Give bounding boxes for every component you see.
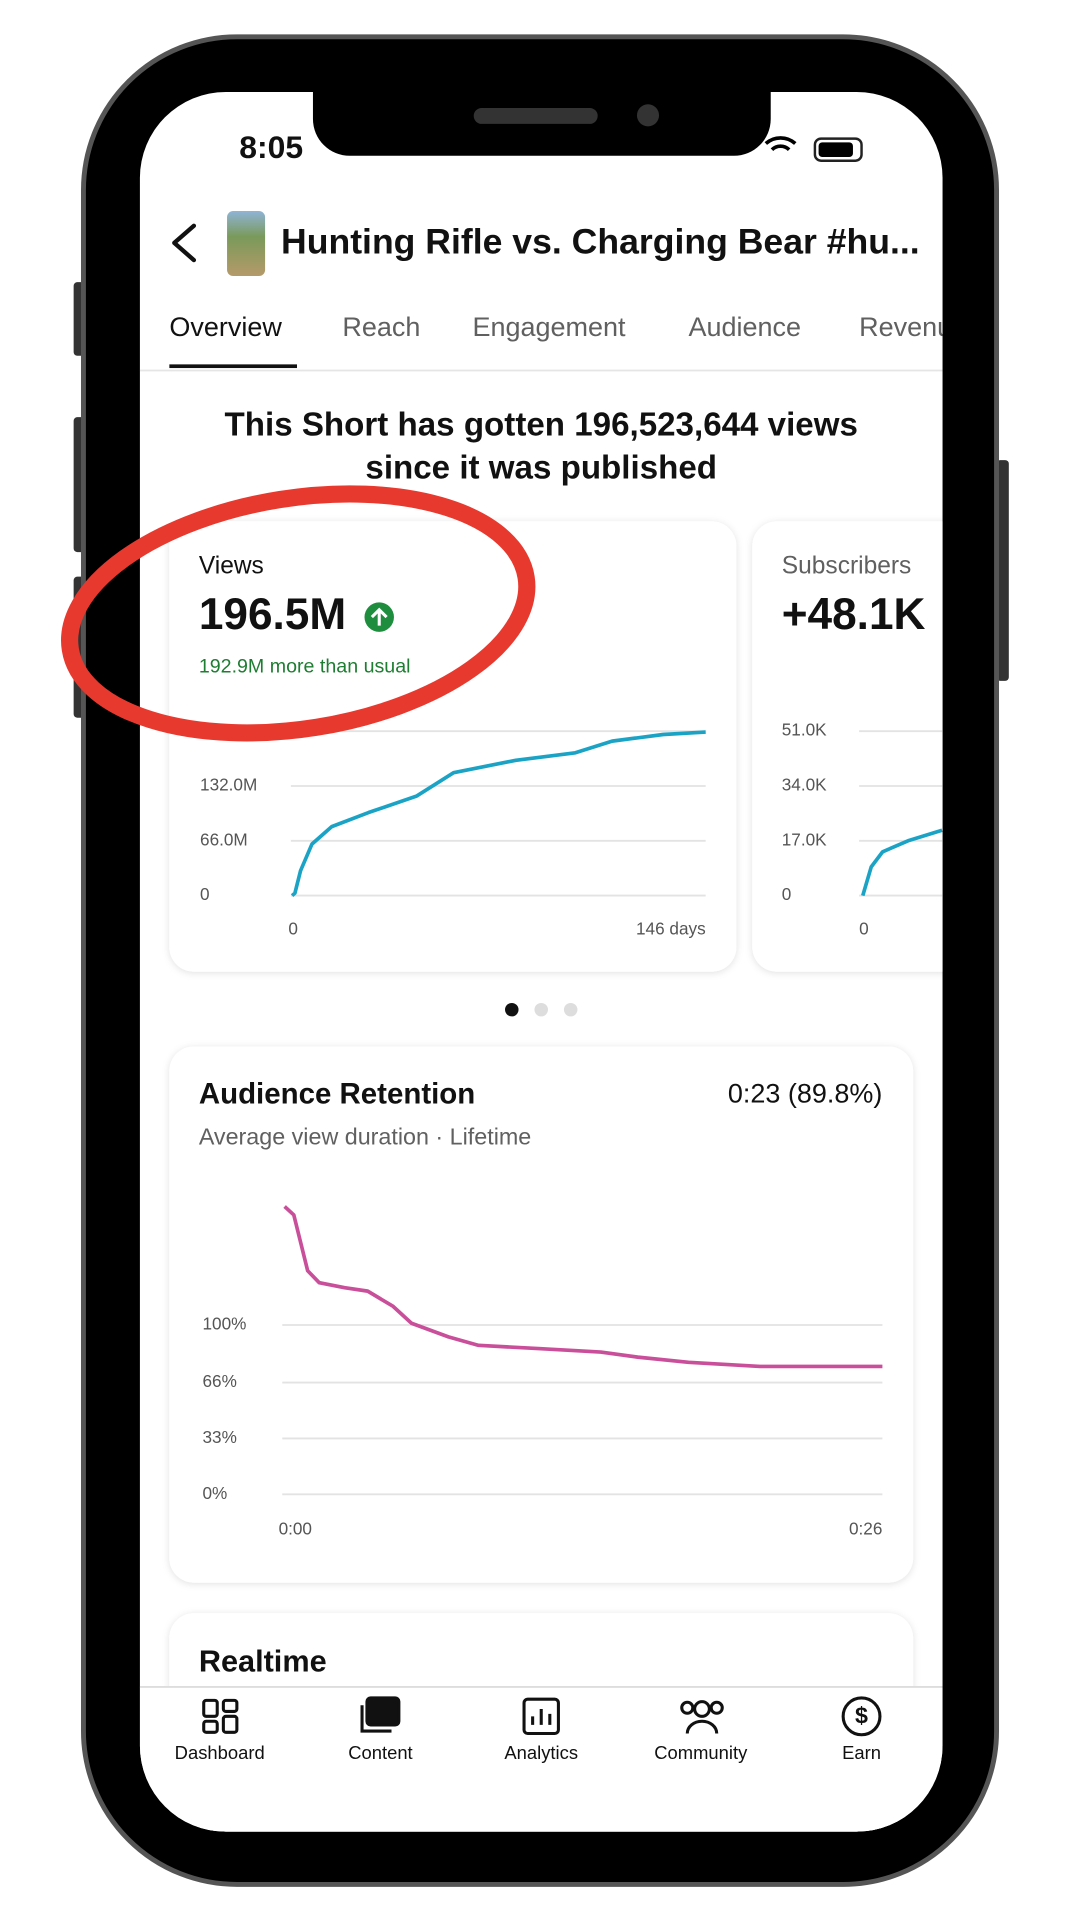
up-arrow <box>370 607 388 626</box>
card-value: 196.5M <box>199 590 346 639</box>
y-tick-label: 66.0M <box>200 829 248 849</box>
screen-content: 8:05 Hunting Rifle vs. Charging Bear #hu… <box>139 129 1080 1832</box>
nav-label[interactable]: Community <box>654 1742 748 1763</box>
retention-chart: 0% 33% 66% 100% 0:00 0:26 <box>203 1205 883 1538</box>
card-title: Realtime <box>199 1645 327 1679</box>
retention-card[interactable] <box>169 1046 914 1583</box>
y-tick-label: 17.0K <box>782 829 827 849</box>
tab[interactable]: Overview <box>169 312 282 342</box>
data-line <box>283 1205 883 1369</box>
thumbnail <box>227 211 266 277</box>
earn-symbol: $ <box>855 1703 868 1729</box>
icon <box>365 1696 401 1727</box>
data-line <box>861 828 943 897</box>
icon <box>531 1708 552 1725</box>
y-tick-label: 33% <box>203 1427 237 1447</box>
red-circle-annotation <box>61 485 536 742</box>
battery-level <box>818 142 853 158</box>
nav-label[interactable]: Content <box>348 1742 412 1763</box>
nav-icons <box>202 1696 882 1737</box>
y-tick-label: 66% <box>203 1371 237 1391</box>
tab[interactable]: Audience <box>689 312 802 342</box>
card-title: Audience Retention <box>199 1077 475 1110</box>
y-tick-label: 34.0K <box>782 775 827 795</box>
y-tick-label: 100% <box>203 1314 247 1334</box>
icon <box>680 1700 695 1715</box>
y-tick-label: 0 <box>782 884 792 904</box>
headline: since it was published <box>365 450 717 487</box>
views-card[interactable] <box>169 521 737 972</box>
icon <box>221 1714 239 1734</box>
views-chart: 0 66.0M 132.0M 0 146 days <box>200 730 706 938</box>
x-tick-label: 0 <box>288 918 298 938</box>
card-label: Subscribers <box>782 552 912 579</box>
status-time: 8:05 <box>239 129 303 165</box>
icon <box>841 1696 882 1737</box>
icon <box>360 1705 392 1733</box>
back-button[interactable] <box>172 223 197 263</box>
y-tick-label: 132.0M <box>200 775 257 795</box>
page-dot[interactable] <box>563 1002 578 1017</box>
wifi-icon <box>764 136 797 152</box>
card-subtitle: Average view duration · Lifetime <box>199 1124 531 1150</box>
subscribers-card[interactable] <box>752 521 1080 972</box>
x-tick-label: 0:26 <box>849 1518 882 1538</box>
icon <box>709 1700 724 1715</box>
y-tick-label: 51.0K <box>782 720 827 740</box>
nav-label[interactable]: Analytics <box>504 1742 578 1763</box>
x-tick-label: 0:00 <box>279 1518 312 1538</box>
headline: This Short has gotten 196,523,644 views <box>225 407 858 444</box>
icon <box>202 1719 219 1734</box>
subscribers-chart: 0 17.0K 34.0K 51.0K 0 <box>782 720 943 938</box>
side-button <box>996 460 1009 681</box>
card-delta: 192.9M more than usual <box>199 656 411 678</box>
icon <box>693 1700 711 1718</box>
tab-indicator <box>169 364 297 369</box>
icon <box>522 1697 560 1736</box>
speaker <box>473 107 598 124</box>
y-tick-label: 0 <box>200 884 210 904</box>
nav-label[interactable]: Earn <box>842 1742 881 1763</box>
page-dot[interactable] <box>505 1002 519 1017</box>
card-value: +48.1K <box>782 590 926 639</box>
battery <box>813 137 863 162</box>
tab[interactable]: Engagement <box>473 312 627 342</box>
card-label: Views <box>199 552 264 579</box>
icon <box>202 1698 219 1718</box>
camera <box>636 104 660 127</box>
card-value: 0:23 (89.8%) <box>728 1079 883 1109</box>
icon <box>221 1698 239 1713</box>
x-tick-label: 146 days <box>636 918 706 938</box>
icon <box>685 1719 719 1734</box>
y-tick-label: 0% <box>203 1483 228 1503</box>
data-line <box>290 730 706 897</box>
x-tick-label: 0 <box>859 918 869 938</box>
video-title: Hunting Rifle vs. Charging Bear #hu... <box>281 222 920 262</box>
tab[interactable]: Revenue <box>859 312 967 342</box>
page-dot[interactable] <box>534 1002 548 1017</box>
nav-labels: Dashboard Content Analytics Community Earn <box>175 1742 881 1763</box>
tabs: Overview Reach Engagement Audience Revenue <box>169 312 967 342</box>
tab[interactable]: Reach <box>342 312 420 342</box>
nav-label[interactable]: Dashboard <box>175 1742 265 1763</box>
